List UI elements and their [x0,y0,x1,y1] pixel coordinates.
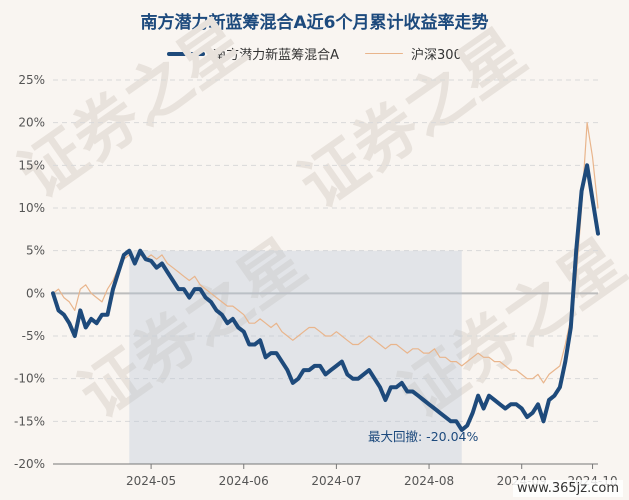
y-tick-label: 10% [18,201,45,215]
drawdown-area [129,250,462,464]
watermark-text: 证券之星 [287,16,539,223]
y-tick-label: 20% [18,116,45,130]
series [51,122,600,432]
y-tick-label: -20% [14,457,45,471]
y-tick-label: 25% [18,73,45,87]
y-tick-label: -10% [14,372,45,386]
x-tick-label: 2024-05 [126,474,176,488]
legend-swatch-index [365,52,404,55]
y-tick-label: 15% [18,158,45,172]
x-tick-label: 2024-07 [311,474,361,488]
corner-watermark: www.365jz.com [513,480,623,497]
max-drawdown-region [129,250,462,464]
x-tick-label: 2024-08 [404,474,454,488]
legend: 南方潜力新蓝筹混合A 沪深300 [0,44,629,63]
legend-item-index[interactable]: 沪深300 [365,44,462,63]
series-line-fund[interactable] [51,163,600,432]
watermark-text: 证券之星 [7,6,259,213]
x-tick-label: 2024-06 [219,474,269,488]
legend-item-fund[interactable]: 南方潜力新蓝筹混合A [167,44,339,63]
chart-title: 南方潜力新蓝筹混合A近6个月累计收益率走势 [140,13,489,33]
y-tick-label: -5% [22,329,45,343]
legend-label-fund: 南方潜力新蓝筹混合A [213,48,340,63]
legend-swatch-fund [167,51,206,56]
legend-label-index: 沪深300 [411,48,462,63]
y-tick-label: 0% [26,286,45,300]
y-tick-label: -15% [14,414,45,428]
y-tick-label: 5% [26,244,45,258]
max-drawdown-label: 最大回撤: -20.04% [368,429,478,444]
